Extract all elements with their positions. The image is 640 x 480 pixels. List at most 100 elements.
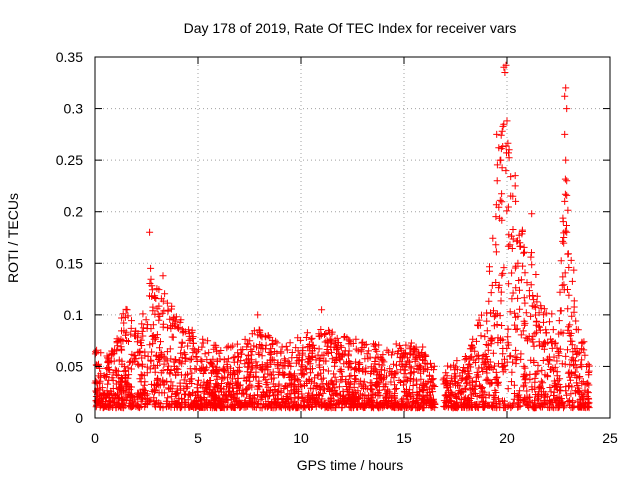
data-point: [499, 269, 507, 277]
data-point: [178, 394, 185, 402]
data-point: [209, 363, 217, 371]
data-point: [154, 374, 161, 382]
data-point: [566, 321, 574, 329]
x-tick-label: 10: [293, 430, 309, 446]
data-point: [366, 353, 374, 361]
data-point: [177, 349, 185, 357]
data-point: [406, 363, 414, 371]
data-point: [499, 345, 507, 352]
data-point: [218, 397, 225, 405]
data-point: [146, 292, 153, 300]
data-point: [351, 366, 359, 374]
data-point: [407, 339, 415, 347]
data-point: [408, 402, 416, 410]
data-point: [183, 384, 191, 392]
data-point: [535, 309, 543, 317]
data-point: [512, 197, 520, 205]
data-point: [505, 149, 512, 157]
data-point: [365, 392, 373, 400]
data-point: [105, 394, 113, 401]
data-point: [516, 305, 524, 313]
data-point: [468, 391, 476, 399]
data-point: [246, 359, 254, 367]
data-point: [458, 403, 466, 411]
data-point: [492, 248, 500, 256]
data-point: [379, 351, 387, 359]
data-point: [173, 389, 181, 397]
data-point: [347, 372, 355, 380]
data-point: [188, 402, 196, 410]
data-point: [391, 381, 398, 389]
data-point: [229, 403, 237, 411]
data-point: [105, 376, 113, 384]
data-point: [271, 386, 279, 394]
data-point: [296, 336, 304, 344]
data-point: [267, 356, 275, 364]
data-point: [387, 378, 395, 386]
data-point: [254, 400, 261, 408]
x-tick-label: 20: [499, 430, 515, 446]
data-point: [295, 377, 303, 385]
data-point: [318, 395, 326, 403]
data-point: [397, 379, 404, 386]
data-point: [499, 143, 507, 150]
data-point: [275, 387, 283, 395]
data-point: [113, 390, 121, 398]
data-point: [261, 332, 269, 340]
data-point: [183, 383, 191, 391]
data-point: [327, 395, 335, 403]
data-point: [142, 401, 150, 408]
data-point: [369, 391, 377, 399]
data-point: [507, 173, 515, 181]
data-point: [406, 350, 414, 358]
data-point: [483, 327, 491, 335]
data-point: [497, 156, 505, 164]
data-point: [229, 354, 237, 362]
data-point: [252, 372, 260, 380]
data-point: [585, 381, 593, 389]
data-point: [565, 323, 572, 331]
data-point: [497, 288, 505, 296]
data-point: [339, 387, 347, 395]
data-point: [243, 385, 251, 393]
data-point: [553, 372, 561, 380]
data-point: [570, 266, 578, 274]
data-point: [502, 61, 510, 69]
data-point: [191, 397, 198, 405]
data-point: [273, 349, 281, 357]
data-point: [291, 394, 299, 402]
data-point: [169, 333, 177, 341]
data-point: [508, 368, 516, 376]
data-point: [97, 370, 105, 378]
data-point: [401, 350, 409, 357]
data-point: [177, 404, 184, 411]
data-point: [560, 281, 568, 289]
data-point: [495, 281, 503, 289]
data-point: [511, 172, 519, 180]
data-point: [171, 317, 179, 325]
data-point: [516, 286, 523, 294]
data-point: [570, 402, 578, 410]
data-point: [392, 385, 400, 392]
data-point: [268, 341, 276, 348]
data-point: [415, 366, 423, 373]
data-point: [540, 318, 547, 326]
data-point: [258, 342, 266, 350]
data-point: [530, 342, 538, 350]
data-point: [148, 286, 156, 294]
data-point: [393, 361, 400, 369]
data-point: [521, 269, 529, 277]
data-point: [152, 334, 160, 341]
data-point: [458, 396, 466, 403]
data-point: [583, 393, 591, 400]
data-point: [563, 391, 571, 399]
data-point: [130, 401, 138, 409]
data-point: [564, 305, 572, 313]
data-point: [420, 395, 428, 403]
data-point: [521, 394, 529, 402]
data-point: [207, 396, 215, 404]
data-point: [351, 375, 359, 383]
data-point: [333, 346, 340, 354]
data-point: [533, 328, 540, 336]
data-point: [174, 324, 182, 332]
